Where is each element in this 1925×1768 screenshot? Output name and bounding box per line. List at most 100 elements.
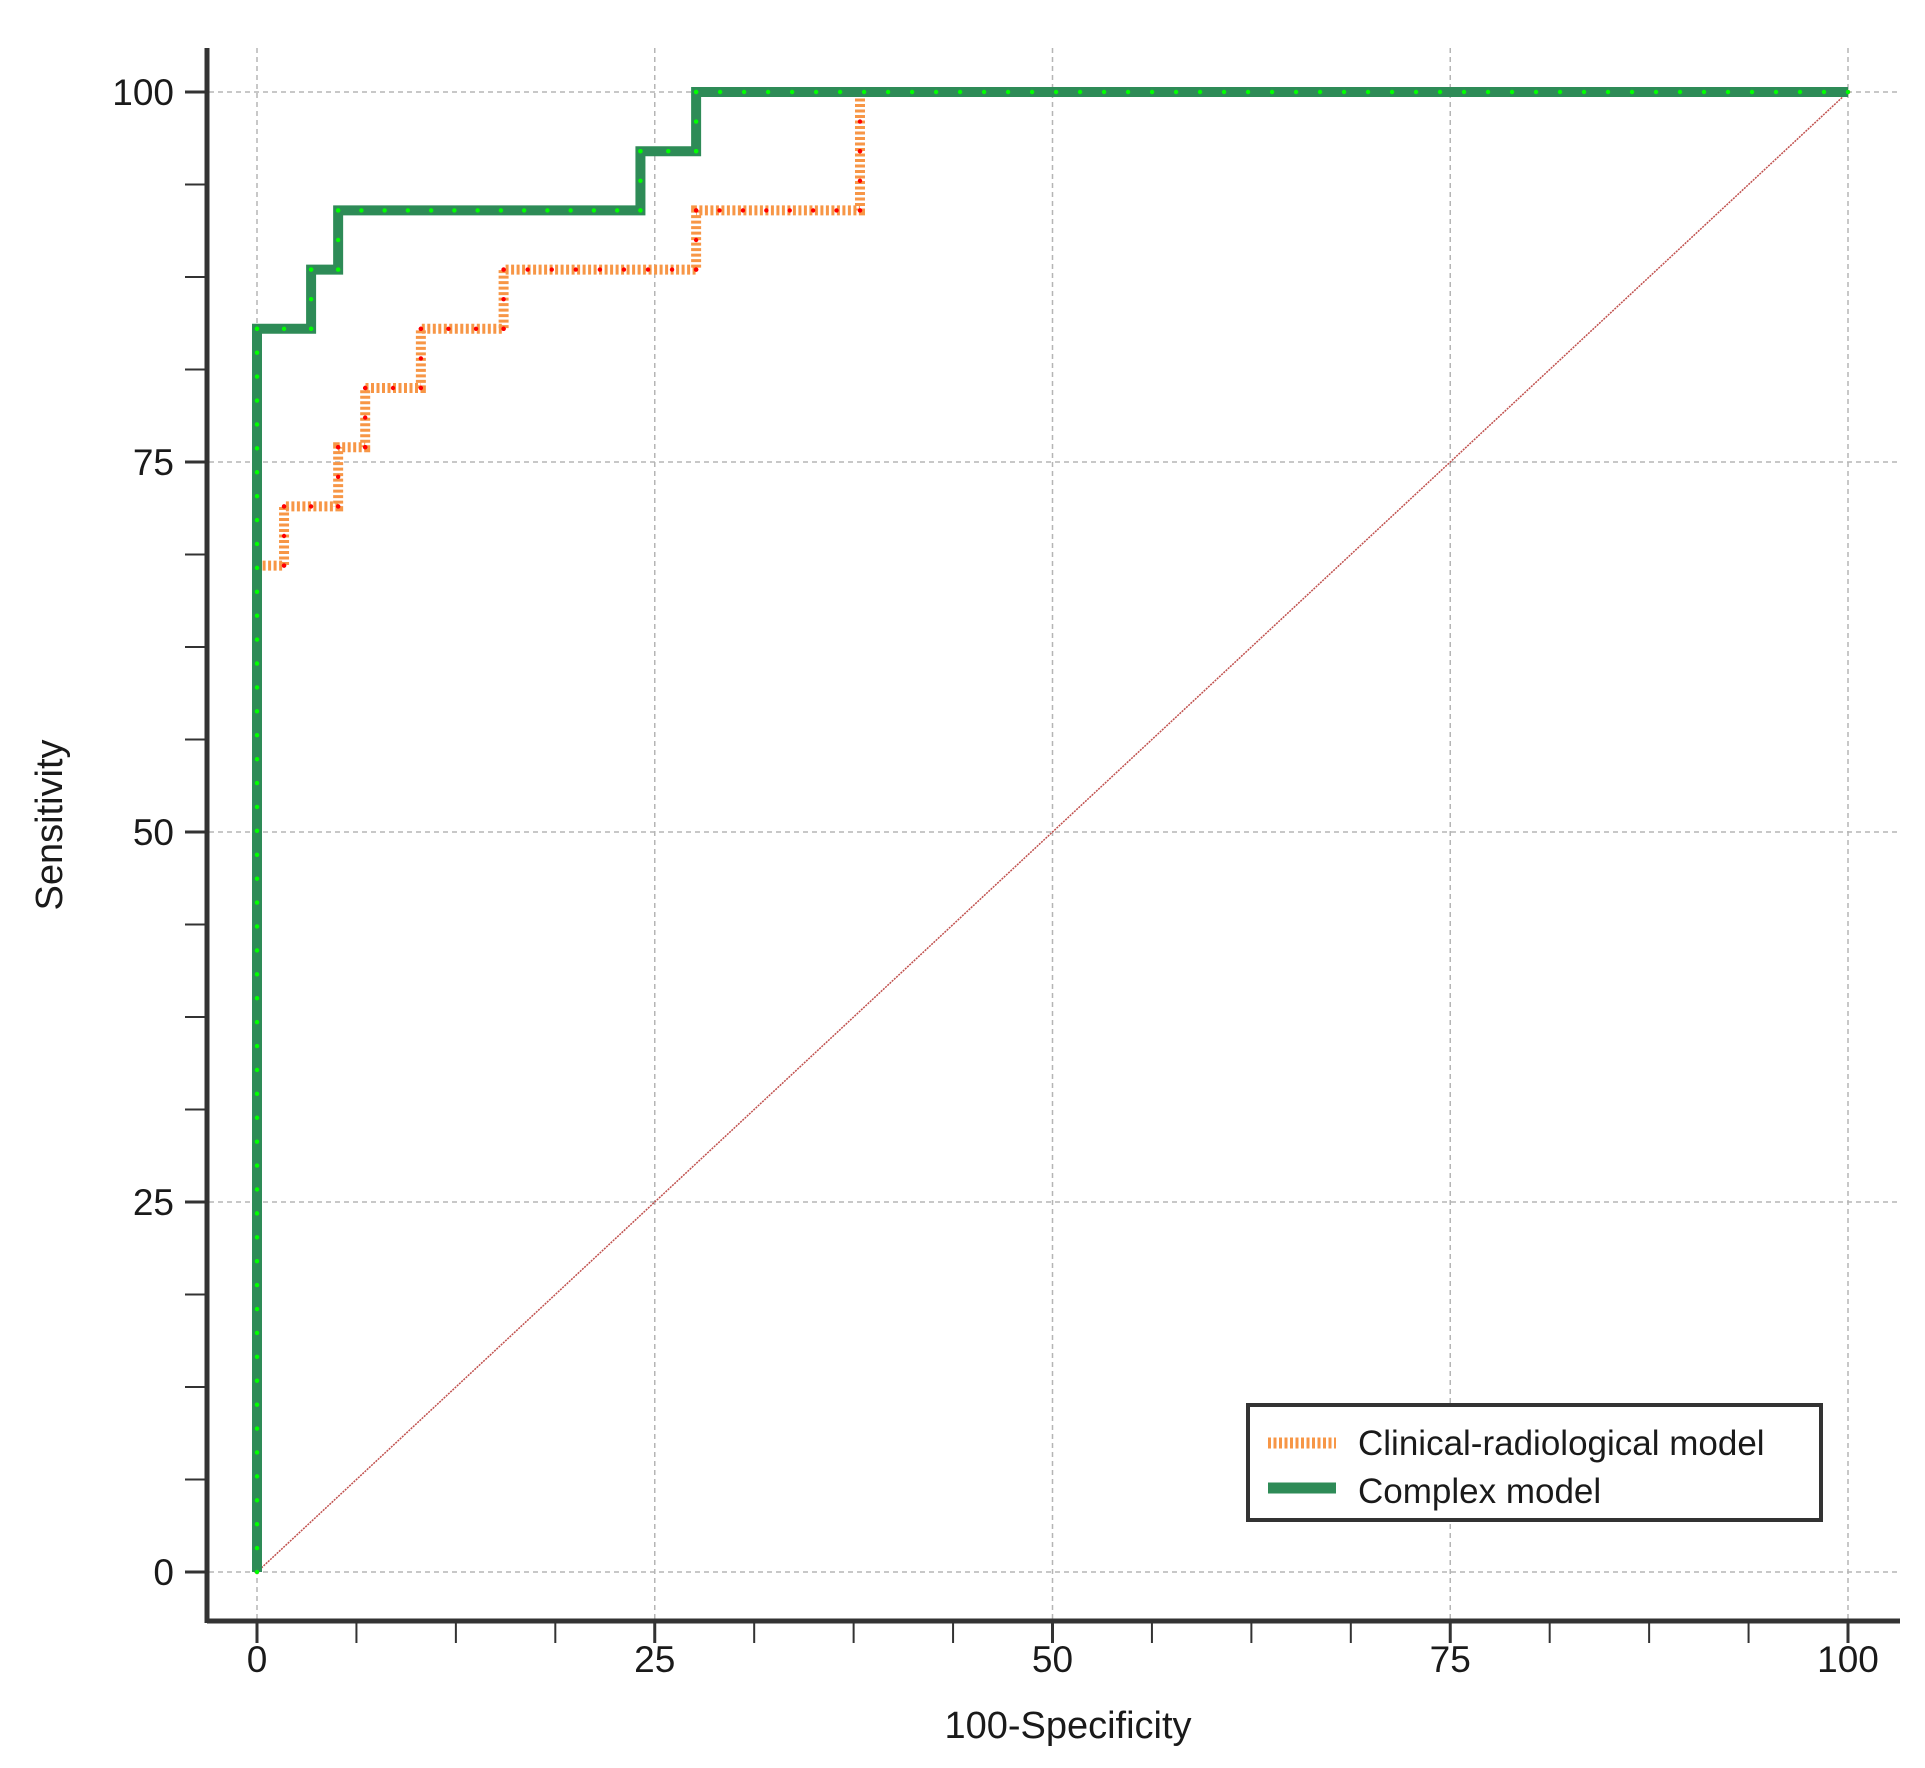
complex-point	[254, 589, 260, 594]
clinical-point	[764, 208, 769, 213]
clinical-point	[335, 504, 341, 509]
clinical-point	[810, 208, 816, 213]
y-tick-label: 0	[153, 1552, 174, 1593]
complex-point	[452, 208, 457, 213]
complex-point	[693, 119, 699, 124]
complex-point	[837, 89, 843, 95]
complex-point	[254, 493, 260, 499]
clinical-point	[281, 533, 287, 539]
complex-point	[281, 326, 287, 331]
complex-point	[254, 1545, 260, 1551]
complex-point	[1485, 89, 1491, 95]
complex-point	[1509, 89, 1515, 95]
x-tick-label: 25	[634, 1639, 675, 1680]
complex-point	[254, 756, 260, 762]
complex-point	[254, 1569, 260, 1575]
complex-point	[933, 89, 939, 95]
complex-point	[765, 89, 771, 95]
x-tick-label: 100	[1817, 1639, 1879, 1680]
clinical-point	[501, 297, 506, 302]
complex-point	[614, 208, 620, 213]
legend: Clinical-radiological model Complex mode…	[1246, 1403, 1823, 1522]
clinical-point	[573, 267, 578, 272]
complex-point	[1845, 89, 1851, 95]
y-tick-label: 25	[133, 1182, 174, 1223]
clinical-point	[693, 237, 699, 243]
complex-point	[1413, 89, 1419, 95]
complex-point	[693, 89, 699, 95]
clinical-point	[525, 267, 530, 272]
clinical-point	[834, 208, 839, 213]
complex-point	[1149, 89, 1155, 95]
complex-point	[254, 1235, 260, 1240]
complex-point	[254, 709, 260, 714]
clinical-point	[418, 356, 424, 361]
clinical-point	[362, 415, 368, 420]
complex-point	[638, 178, 643, 183]
complex-point	[475, 208, 480, 213]
complex-point	[498, 208, 504, 213]
complex-point	[254, 422, 260, 427]
complex-point	[335, 267, 341, 272]
complex-point	[254, 1450, 260, 1455]
clinical-point	[473, 326, 479, 331]
clinical-point	[501, 326, 506, 331]
clinical-point	[501, 267, 506, 272]
complex-point	[885, 89, 891, 95]
complex-point	[1605, 89, 1611, 95]
complex-point	[1029, 89, 1035, 95]
complex-point	[1653, 89, 1659, 95]
complex-point	[254, 1498, 260, 1503]
complex-point	[254, 1306, 260, 1312]
complex-point	[254, 470, 260, 475]
complex-point	[254, 924, 260, 929]
clinical-point	[418, 385, 424, 391]
clinical-point	[857, 149, 863, 154]
complex-point	[254, 1067, 260, 1073]
complex-point	[1125, 89, 1131, 95]
complex-point	[254, 1091, 260, 1097]
ticks: 0 25 50 75 100 0 25 50 75 100	[112, 72, 1879, 1680]
complex-point	[254, 1163, 260, 1168]
clinical-point	[418, 326, 424, 331]
complex-point	[254, 996, 260, 1001]
x-tick-label: 75	[1430, 1639, 1471, 1680]
complex-point	[717, 89, 723, 95]
complex-point	[591, 208, 597, 213]
y-tick-label: 50	[133, 812, 174, 853]
complex-point	[254, 1330, 260, 1336]
complex-point	[254, 1187, 260, 1192]
complex-point	[254, 517, 260, 523]
complex-point	[1677, 89, 1683, 95]
complex-point	[254, 828, 260, 834]
complex-point	[638, 149, 643, 154]
complex-point	[1581, 89, 1587, 95]
complex-point	[254, 350, 260, 355]
complex-point	[308, 326, 314, 331]
complex-point	[1533, 89, 1539, 95]
complex-point	[254, 900, 260, 905]
complex-point	[1245, 89, 1251, 95]
clinical-point	[281, 563, 287, 568]
clinical-point	[335, 474, 341, 479]
complex-point	[254, 804, 260, 810]
complex-point	[1749, 89, 1755, 95]
complex-point	[1821, 89, 1827, 95]
x-axis-title: 100-Specificity	[944, 1705, 1191, 1747]
complex-point	[1293, 89, 1299, 95]
clinical-point	[308, 504, 314, 509]
clinical-point	[693, 208, 699, 213]
complex-point	[254, 1474, 260, 1479]
clinical-point	[717, 208, 722, 213]
complex-point	[254, 1259, 260, 1264]
complex-point	[254, 1521, 260, 1527]
complex-point	[382, 208, 387, 213]
complex-point	[1197, 89, 1203, 95]
complex-point	[254, 661, 260, 666]
complex-point	[335, 237, 341, 243]
complex-point	[957, 89, 963, 95]
complex-point	[1101, 89, 1107, 95]
complex-point	[1437, 89, 1443, 95]
clinical-point	[787, 208, 792, 213]
complex-point	[254, 1402, 260, 1407]
